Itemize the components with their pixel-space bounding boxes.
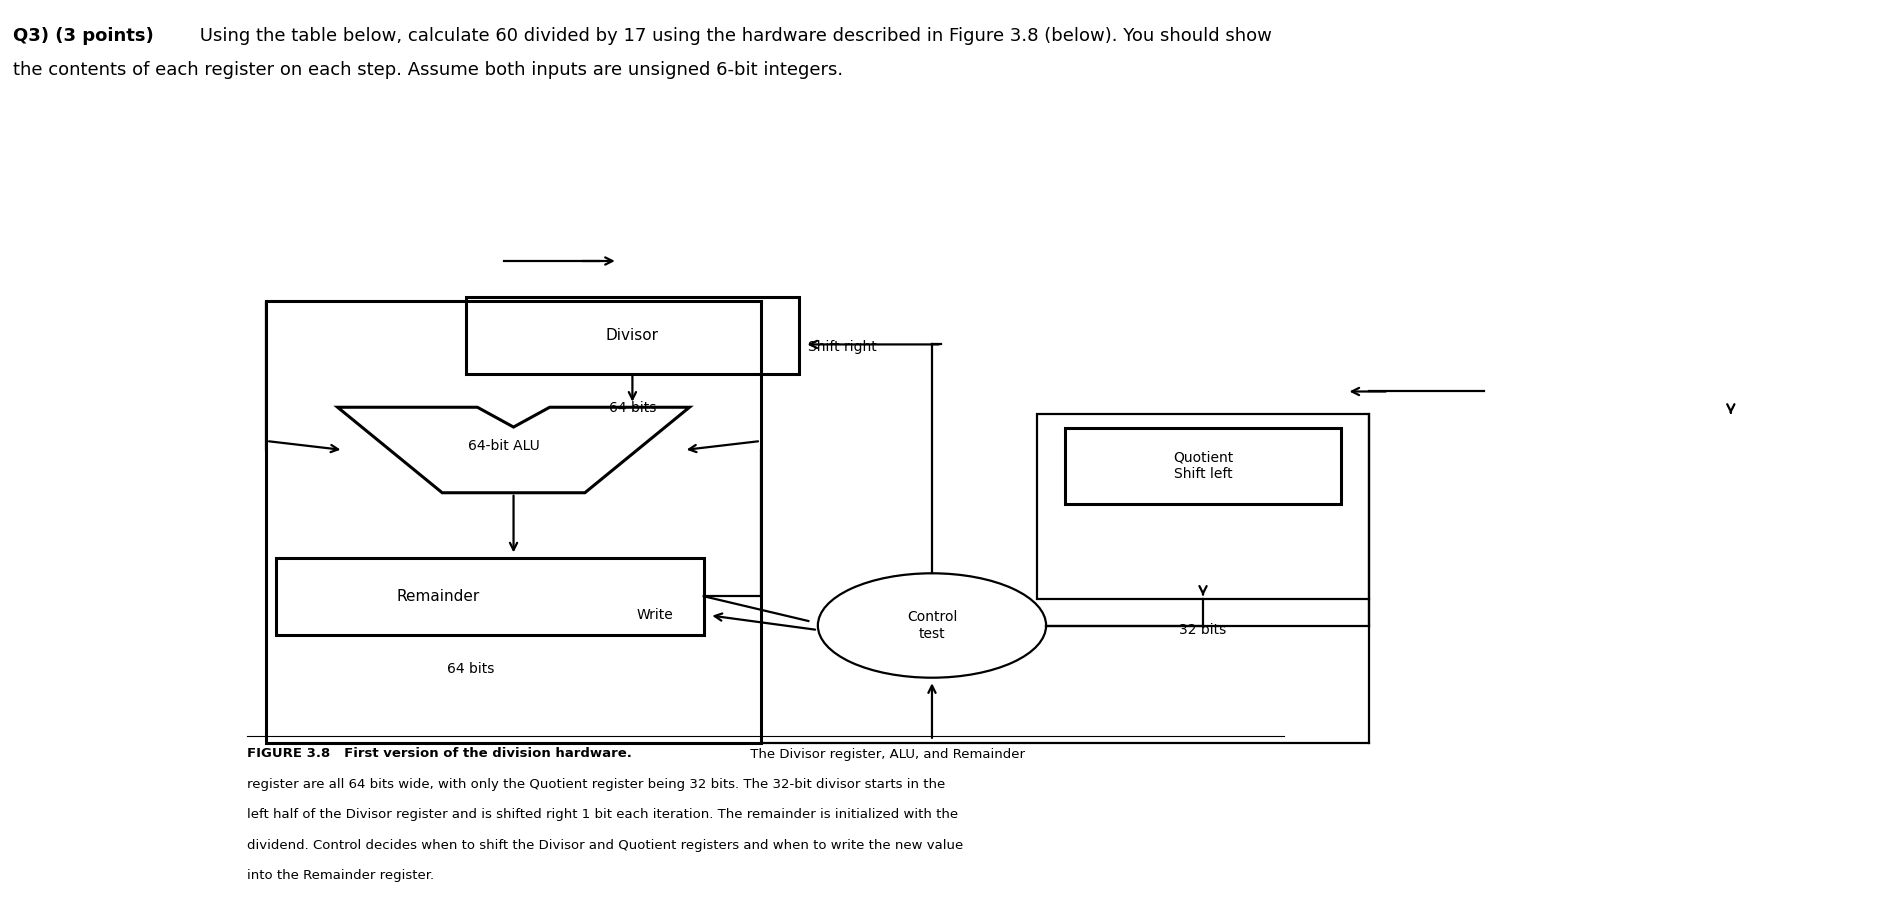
Text: the contents of each register on each step. Assume both inputs are unsigned 6-bi: the contents of each register on each st…: [13, 61, 843, 79]
Text: FIGURE 3.8   First version of the division hardware.: FIGURE 3.8 First version of the division…: [247, 747, 631, 760]
Bar: [1037, 414, 1369, 598]
Text: register are all 64 bits wide, with only the Quotient register being 32 bits. Th: register are all 64 bits wide, with only…: [247, 778, 945, 790]
Text: Quotient
Shift left: Quotient Shift left: [1174, 451, 1232, 481]
Bar: [466, 297, 799, 374]
Bar: [1065, 428, 1341, 504]
Bar: [276, 558, 704, 634]
Bar: [266, 302, 761, 742]
Text: 64 bits: 64 bits: [609, 400, 656, 415]
Text: Using the table below, calculate 60 divided by 17 using the hardware described i: Using the table below, calculate 60 divi…: [194, 27, 1272, 45]
Text: into the Remainder register.: into the Remainder register.: [247, 869, 434, 882]
Text: 32 bits: 32 bits: [1179, 623, 1227, 637]
Text: Q3) (3 points): Q3) (3 points): [13, 27, 154, 45]
Text: Remainder: Remainder: [398, 589, 479, 604]
Text: left half of the Divisor register and is shifted right 1 bit each iteration. The: left half of the Divisor register and is…: [247, 808, 959, 821]
Polygon shape: [339, 407, 690, 493]
Text: Shift right: Shift right: [808, 339, 877, 354]
Text: 64-bit ALU: 64-bit ALU: [468, 438, 540, 453]
Text: Divisor: Divisor: [607, 328, 658, 343]
Text: Write: Write: [637, 608, 673, 623]
Text: The Divisor register, ALU, and Remainder: The Divisor register, ALU, and Remainder: [746, 748, 1025, 760]
Text: 64 bits: 64 bits: [447, 662, 495, 676]
Text: Control
test: Control test: [907, 610, 957, 641]
Text: dividend. Control decides when to shift the Divisor and Quotient registers and w: dividend. Control decides when to shift …: [247, 839, 964, 851]
Ellipse shape: [818, 573, 1046, 678]
